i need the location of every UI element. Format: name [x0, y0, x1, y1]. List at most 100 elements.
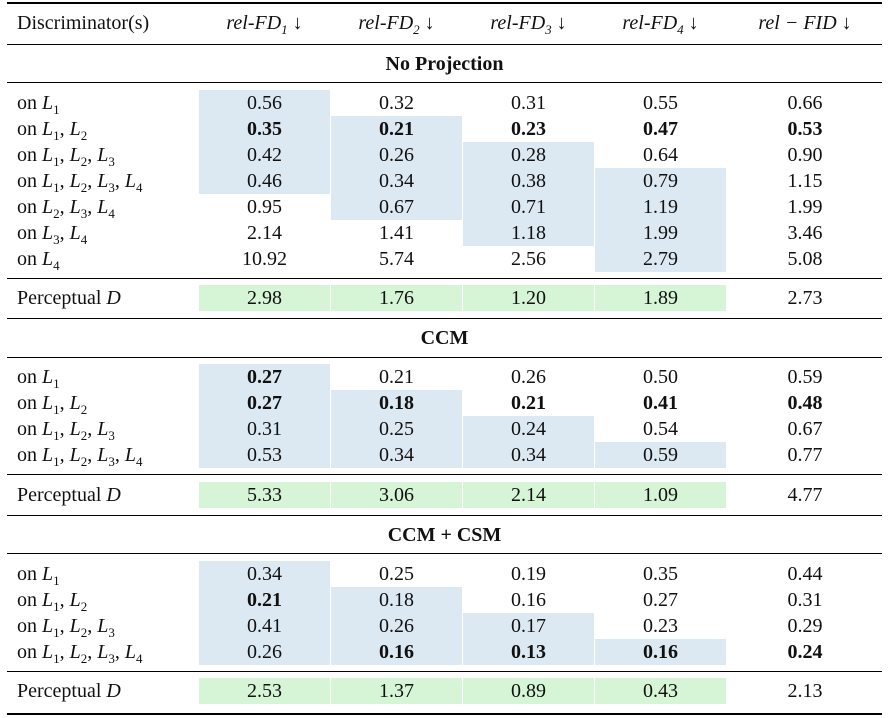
value-cell: 1.18: [463, 220, 594, 246]
layer-symbol: L: [69, 641, 81, 663]
header-metric-name: rel-FD: [226, 12, 282, 34]
table-row: on L1, L2, L3 0.31 0.25 0.24 0.54 0.67: [7, 416, 882, 443]
row-label: on L1, L2: [17, 589, 88, 614]
value-cell: 0.47: [643, 118, 678, 140]
section-title: No Projection: [385, 53, 504, 75]
layer-index: 3: [108, 651, 115, 666]
value-cell: 0.77: [787, 444, 823, 466]
value-cell: 1.15: [787, 170, 823, 192]
value-cell: 5.74: [379, 248, 414, 270]
row-label: on L1, L2, L3: [17, 144, 115, 169]
value-cell: 0.27: [199, 364, 330, 390]
layer-index: 1: [53, 402, 60, 417]
down-arrow-icon: ↓: [292, 12, 303, 34]
perceptual-label: Perceptual D: [17, 678, 121, 704]
value-cell: 0.44: [787, 563, 823, 585]
layer-index: 1: [53, 599, 60, 614]
perceptual-value: 1.37: [331, 678, 462, 704]
header-metric-name: rel − FID: [758, 12, 837, 34]
header-metric: rel-FD4 ↓: [595, 8, 726, 38]
value-cell: 0.53: [199, 442, 330, 468]
value-cell: 0.24: [787, 641, 823, 663]
perceptual-label: Perceptual D: [17, 285, 121, 311]
section-title: CCM: [420, 327, 469, 349]
layer-index: 3: [108, 454, 115, 469]
perceptual-value: 5.33: [199, 482, 330, 508]
layer-symbol: L: [42, 92, 54, 114]
value-cell: 0.18: [331, 390, 462, 416]
layer-symbol: L: [42, 170, 54, 192]
value-cell: 0.27: [643, 589, 678, 611]
header-metric: rel-FD2 ↓: [331, 8, 462, 38]
layer-index: 2: [80, 154, 88, 169]
layer-symbol: L: [97, 170, 109, 192]
layer-symbol: L: [97, 418, 109, 440]
header-metric: rel-FD3 ↓: [463, 8, 594, 38]
perceptual-row: Perceptual D 2.98 1.76 1.20 1.89 2.73: [7, 285, 882, 311]
value-cell: 0.53: [787, 118, 823, 140]
layer-index: 1: [53, 128, 60, 143]
table-rule: [7, 357, 882, 358]
layer-index: 1: [53, 573, 60, 588]
value-cell: 0.66: [787, 92, 823, 114]
value-cell: 0.46: [199, 168, 330, 194]
value-cell: 0.25: [379, 563, 414, 585]
table-rule: [7, 318, 882, 319]
table-row: on L1, L2, L3 0.41 0.26 0.17 0.23 0.29: [7, 613, 882, 640]
header-metric-subscript: 2: [413, 22, 420, 37]
table-rule: [7, 474, 882, 475]
layer-index: 1: [53, 454, 60, 469]
header-metric-subscript: 1: [281, 22, 288, 37]
layer-symbol: L: [97, 444, 109, 466]
layer-symbol: L: [69, 392, 81, 414]
value-cell: 0.79: [595, 168, 726, 194]
table-rule: [7, 278, 882, 279]
value-cell: 0.34: [331, 442, 462, 468]
value-cell: 0.55: [643, 92, 678, 114]
row-label: on L1: [17, 90, 60, 117]
layer-symbol: L: [69, 144, 81, 166]
layer-symbol: L: [42, 196, 54, 218]
row-label: on L1, L2, L3: [17, 418, 115, 443]
layer-index: 2: [80, 402, 88, 417]
layer-index: 3: [108, 625, 115, 640]
table-row: on L2, L3, L4 0.95 0.67 0.71 1.19 1.99: [7, 194, 882, 221]
value-cell: 0.90: [787, 144, 823, 166]
layer-symbol: L: [69, 170, 81, 192]
row-label-prefix: on: [17, 392, 42, 414]
layer-index: 1: [53, 376, 60, 391]
layer-index: 2: [80, 651, 88, 666]
layer-index: 1: [53, 428, 60, 443]
value-cell: 10.92: [242, 248, 287, 270]
layer-index: 3: [53, 232, 60, 247]
perceptual-d: D: [106, 680, 121, 702]
layer-symbol: L: [97, 641, 109, 663]
row-label-prefix: on: [17, 144, 42, 166]
layer-symbol: L: [42, 392, 54, 414]
table-row: on L1 0.34 0.25 0.19 0.35 0.44: [7, 561, 882, 588]
table-row: on L4 10.92 5.74 2.56 2.79 5.08: [7, 246, 882, 273]
layer-symbol: L: [124, 444, 136, 466]
perceptual-value: 1.89: [595, 285, 726, 311]
header-metric-name: rel-FD: [490, 12, 546, 34]
value-cell: 3.46: [787, 222, 823, 244]
layer-symbol: L: [42, 444, 54, 466]
layer-symbol: L: [124, 641, 136, 663]
value-cell: 0.21: [331, 116, 462, 142]
table-rule: [7, 671, 882, 672]
row-label: on L1, L2: [17, 392, 88, 417]
layer-symbol: L: [42, 366, 54, 388]
row-label: on L2, L3, L4: [17, 196, 115, 221]
perceptual-value: 1.09: [595, 482, 726, 508]
header-metric: rel − FID ↓: [739, 8, 871, 38]
value-cell: 0.42: [199, 142, 330, 168]
value-cell: 0.56: [199, 90, 330, 116]
value-cell: 0.23: [643, 615, 678, 637]
value-cell: 0.31: [199, 416, 330, 442]
value-cell: 0.16: [595, 639, 726, 665]
header-discriminators: Discriminator(s): [17, 12, 150, 34]
value-cell: 0.32: [379, 92, 414, 114]
value-cell: 0.64: [643, 144, 678, 166]
value-cell: 0.48: [787, 392, 823, 414]
layer-symbol: L: [69, 222, 81, 244]
